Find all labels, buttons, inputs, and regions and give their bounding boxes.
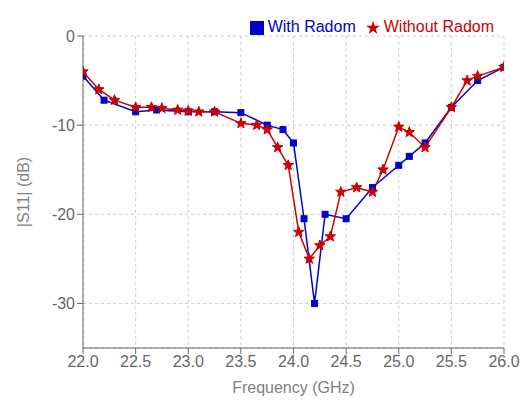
html-text:Without Radom: Without Radom: [383, 18, 494, 35]
svg-text:24.0: 24.0: [278, 353, 309, 370]
svg-text:-20: -20: [52, 206, 75, 223]
svg-text:0: 0: [66, 28, 75, 45]
svg-text:25.0: 25.0: [383, 353, 414, 370]
svg-text:-10: -10: [52, 117, 75, 134]
svg-text:22.5: 22.5: [120, 353, 151, 370]
svg-text:|S11| (dB): |S11| (dB): [15, 157, 32, 227]
svg-text:23.5: 23.5: [225, 353, 256, 370]
svg-text:25.5: 25.5: [436, 353, 467, 370]
svg-text:-30: -30: [52, 295, 75, 312]
html-text:With Radom: With Radom: [267, 18, 356, 35]
svg-text:Frequency (GHz): Frequency (GHz): [232, 379, 355, 396]
svg-text:23.0: 23.0: [173, 353, 204, 370]
svg-text:24.5: 24.5: [331, 353, 362, 370]
svg-text:26.0: 26.0: [488, 353, 519, 370]
svg-text:22.0: 22.0: [67, 353, 98, 370]
